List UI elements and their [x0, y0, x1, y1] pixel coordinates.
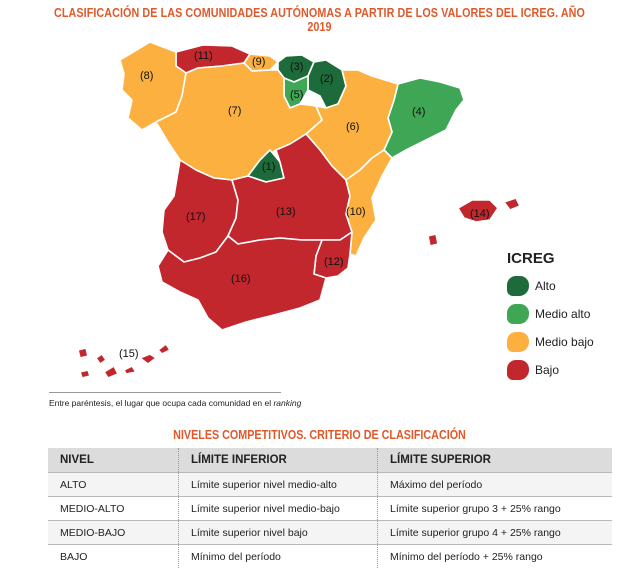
- map-note: Entre paréntesis, el lugar que ocupa cad…: [49, 398, 301, 408]
- legend-title: ICREG: [507, 250, 555, 267]
- region-label: (17): [186, 211, 206, 223]
- table-row: MEDIO-BAJO Límite superior nivel bajo Lí…: [48, 521, 612, 545]
- table-cell: Límite superior grupo 3 + 25% rango: [378, 497, 613, 521]
- region-15a: [78, 348, 88, 358]
- table-cell: Límite superior nivel medio-alto: [179, 473, 378, 497]
- table-cell: Mínimo del período + 25% rango: [378, 545, 613, 568]
- table-cell: Límite superior grupo 4 + 25% rango: [378, 521, 613, 545]
- region-label: (3): [290, 61, 303, 73]
- table-cell: Límite superior nivel bajo: [179, 521, 378, 545]
- legend-swatch: [507, 276, 529, 296]
- table-cell: MEDIO-ALTO: [48, 497, 179, 521]
- criteria-table: NIVEL LÍMITE INFERIOR LÍMITE SUPERIOR AL…: [48, 448, 612, 568]
- table-cell: MEDIO-BAJO: [48, 521, 179, 545]
- region-label: (10): [346, 206, 366, 218]
- legend-label: Medio alto: [535, 307, 590, 321]
- region-label: (11): [194, 50, 213, 62]
- region-15c: [80, 370, 90, 378]
- region-label: (5): [290, 89, 303, 101]
- region-15f: [140, 354, 156, 364]
- legend-swatch: [507, 332, 529, 352]
- table-row: ALTO Límite superior nivel medio-alto Má…: [48, 473, 612, 497]
- region-label: (14): [470, 208, 490, 220]
- map-note-text: Entre paréntesis, el lugar que ocupa cad…: [49, 398, 273, 408]
- table-cell: ALTO: [48, 473, 179, 497]
- legend-swatch: [507, 360, 529, 380]
- region-14b: [504, 198, 520, 210]
- region-15b: [96, 354, 106, 364]
- table-header: LÍMITE INFERIOR: [179, 448, 378, 473]
- region-14c: [428, 234, 438, 246]
- table-title: NIVELES COMPETITIVOS. CRITERIO DE CLASIF…: [45, 428, 595, 442]
- legend-label: Bajo: [535, 363, 559, 377]
- region-label: (16): [231, 273, 251, 285]
- table-header-row: NIVEL LÍMITE INFERIOR LÍMITE SUPERIOR: [48, 448, 612, 473]
- note-divider: [49, 392, 281, 393]
- legend-label: Medio bajo: [535, 335, 594, 349]
- region-label: (8): [140, 70, 153, 82]
- table-cell: BAJO: [48, 545, 179, 568]
- table-header: NIVEL: [48, 448, 179, 473]
- region-label: (9): [252, 56, 265, 68]
- region-label: (15): [119, 348, 139, 360]
- region-label: (6): [346, 121, 359, 133]
- region-label: (4): [412, 106, 425, 118]
- table-row: BAJO Mínimo del período Mínimo del perío…: [48, 545, 612, 568]
- legend-swatch: [507, 304, 529, 324]
- region-15e: [124, 366, 136, 374]
- map-note-emphasis: ranking: [273, 398, 301, 408]
- region-label: (7): [228, 105, 241, 117]
- region-15g: [158, 344, 170, 354]
- table-row: MEDIO-ALTO Límite superior nivel medio-b…: [48, 497, 612, 521]
- region-label: (12): [324, 256, 344, 268]
- table-header: LÍMITE SUPERIOR: [378, 448, 613, 473]
- legend-label: Alto: [535, 279, 556, 293]
- region-label: (2): [320, 73, 333, 85]
- region-label: (13): [276, 206, 296, 218]
- table-cell: Máximo del período: [378, 473, 613, 497]
- region-15d: [104, 366, 118, 378]
- region-label: (1): [262, 161, 275, 173]
- table-cell: Mínimo del período: [179, 545, 378, 568]
- table-cell: Límite superior nivel medio-bajo: [179, 497, 378, 521]
